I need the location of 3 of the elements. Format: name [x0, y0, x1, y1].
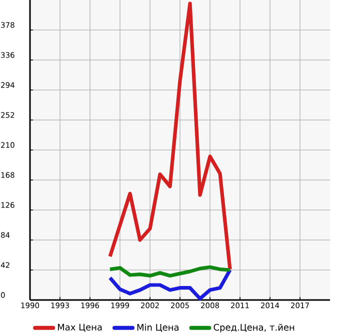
- legend-label: Min Цена: [137, 324, 178, 332]
- legend-label: Сред.Цена, т.йен: [214, 324, 294, 332]
- legend-label: Max Цена: [58, 324, 102, 332]
